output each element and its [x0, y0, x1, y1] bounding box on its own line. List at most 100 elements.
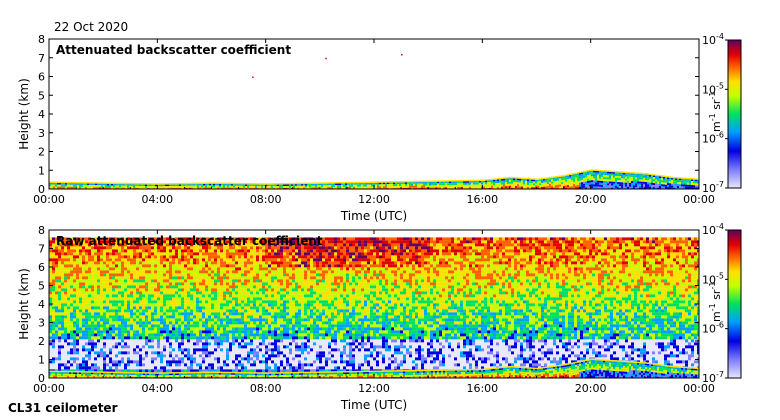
heatmap-cell [238, 336, 241, 340]
boundary-layer-edge [217, 182, 219, 184]
heatmap-cell [657, 183, 659, 186]
heatmap-cell [151, 267, 154, 271]
heatmap-cell [202, 261, 205, 265]
heatmap-cell [157, 345, 160, 349]
heatmap-cell [151, 321, 154, 325]
heatmap-cell [88, 285, 91, 289]
heatmap-cell [61, 342, 64, 346]
heatmap-cell [142, 288, 145, 292]
heatmap-cell [155, 184, 157, 187]
heatmap-cell [569, 178, 571, 181]
heatmap-cell [205, 264, 208, 268]
heatmap-cell [131, 183, 133, 186]
heatmap-cell [106, 339, 109, 343]
heatmap-cell [226, 363, 229, 367]
heatmap-cell [619, 172, 621, 175]
heatmap-cell [76, 366, 79, 370]
heatmap-cell [181, 261, 184, 265]
heatmap-cell [609, 173, 611, 176]
boundary-layer-edge [85, 182, 87, 184]
heatmap-cell [178, 309, 181, 313]
heatmap-cell [73, 357, 76, 361]
heatmap-cell [82, 318, 85, 322]
boundary-layer-edge [679, 177, 681, 179]
heatmap-cell [49, 363, 52, 367]
heatmap-cell [133, 288, 136, 292]
heatmap-cell [579, 178, 581, 181]
heatmap-cell [187, 342, 190, 346]
heatmap-cell [145, 282, 148, 286]
heatmap-cell [85, 252, 88, 256]
heatmap-cell [199, 270, 202, 274]
heatmap-cell [52, 243, 55, 247]
heatmap-cell [89, 187, 91, 189]
heatmap-cell [643, 177, 645, 180]
heatmap-cell [217, 255, 220, 259]
heatmap-cell [157, 255, 160, 259]
heatmap-cell [214, 366, 217, 370]
heatmap-cell [73, 255, 76, 259]
heatmap-cell [211, 330, 214, 334]
heatmap-cell [241, 273, 244, 277]
heatmap-cell [555, 183, 557, 186]
heatmap-cell [145, 261, 148, 265]
heatmap-cell [208, 339, 211, 343]
heatmap-cell [55, 273, 58, 277]
heatmap-cell [73, 184, 75, 187]
heatmap-cell [169, 366, 172, 370]
heatmap-cell [136, 363, 139, 367]
heatmap-cell [431, 187, 433, 189]
heatmap-cell [443, 185, 445, 188]
heatmap-cell [181, 258, 184, 262]
heatmap-cell [61, 276, 64, 280]
heatmap-cell [154, 312, 157, 316]
heatmap-cell [94, 312, 97, 316]
heatmap-cell [181, 369, 184, 373]
heatmap-cell [61, 285, 64, 289]
heatmap-cell [148, 294, 151, 298]
heatmap-cell [160, 309, 163, 313]
heatmap-cell [223, 354, 226, 358]
heatmap-cell [187, 336, 190, 340]
heatmap-cell [559, 180, 561, 183]
heatmap-cell [127, 369, 130, 373]
heatmap-cell [136, 294, 139, 298]
heatmap-cell [100, 252, 103, 256]
heatmap-cell [187, 240, 190, 244]
heatmap-cell [166, 333, 169, 337]
heatmap-cell [172, 348, 175, 352]
heatmap-cell [106, 282, 109, 286]
heatmap-cell [106, 240, 109, 244]
heatmap-cell [124, 345, 127, 349]
heatmap-cell [172, 315, 175, 319]
heatmap-cell [169, 336, 172, 340]
heatmap-cell [535, 179, 537, 182]
heatmap-cell [121, 360, 124, 364]
heatmap-cell [88, 282, 91, 286]
heatmap-cell [199, 333, 202, 337]
heatmap-cell [139, 339, 142, 343]
boundary-layer-edge [199, 182, 201, 185]
heatmap-cell [202, 288, 205, 292]
heatmap-cell [181, 330, 184, 334]
heatmap-cell [97, 357, 100, 361]
boundary-layer-edge [559, 175, 561, 178]
heatmap-cell [127, 345, 130, 349]
heatmap-cell [205, 300, 208, 304]
heatmap-cell [157, 291, 160, 295]
boundary-layer-edge [57, 181, 59, 184]
heatmap-cell [190, 357, 193, 361]
heatmap-cell [109, 342, 112, 346]
heatmap-cell [223, 342, 226, 346]
heatmap-cell [653, 183, 655, 186]
heatmap-cell [118, 327, 121, 331]
heatmap-cell [178, 246, 181, 250]
heatmap-cell [103, 333, 106, 337]
heatmap-cell [49, 288, 52, 292]
heatmap-cell [99, 187, 101, 189]
heatmap-cell [571, 180, 573, 183]
heatmap-cell [49, 312, 52, 316]
heatmap-cell [100, 258, 103, 262]
heatmap-cell [190, 318, 193, 322]
heatmap-cell [142, 270, 145, 274]
